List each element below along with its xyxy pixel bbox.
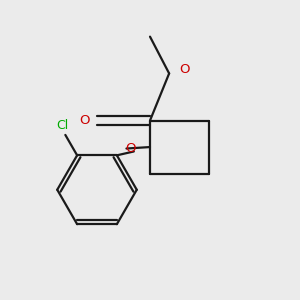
- Text: Cl: Cl: [56, 119, 68, 132]
- Text: O: O: [79, 114, 90, 127]
- Text: O: O: [126, 142, 136, 155]
- Text: O: O: [179, 62, 190, 76]
